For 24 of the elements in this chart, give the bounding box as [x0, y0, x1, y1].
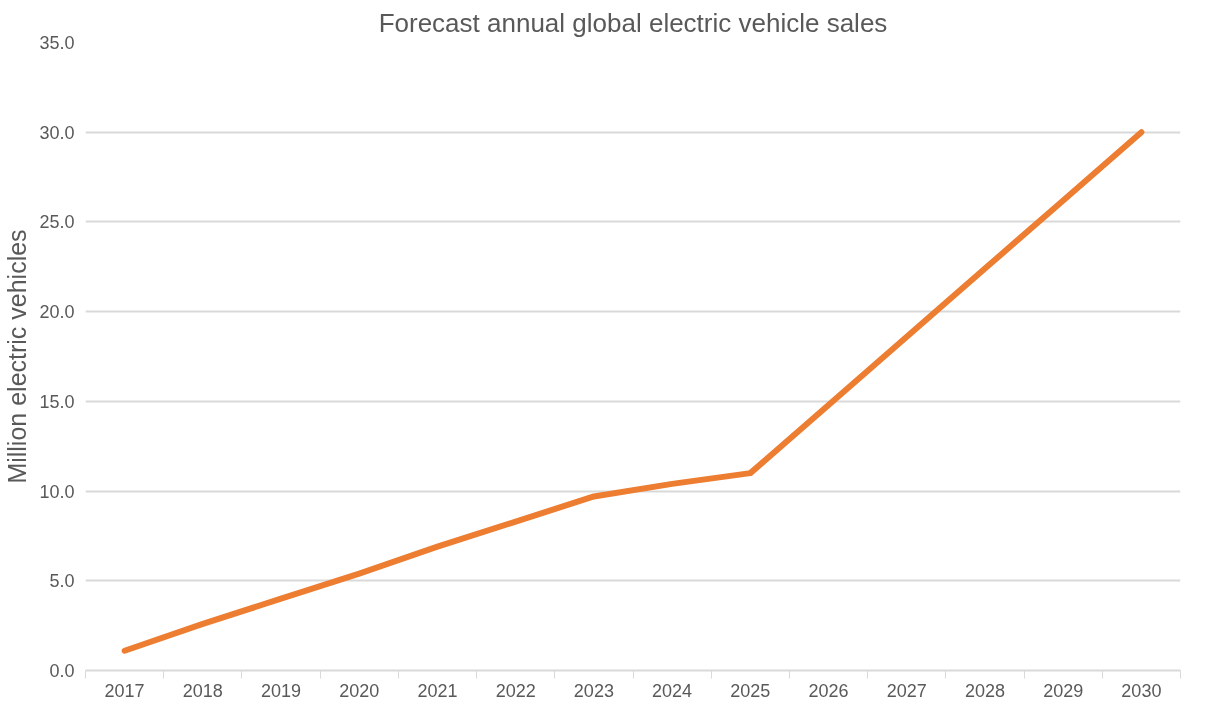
y-tick-label: 5.0 [49, 571, 75, 592]
x-tick-label: 2023 [573, 680, 614, 701]
x-tick-label: 2019 [261, 680, 302, 701]
y-tick-label: 0.0 [49, 661, 75, 681]
x-tick-label: 2021 [417, 680, 458, 701]
x-tick-label: 2017 [104, 680, 145, 701]
x-tick-label: 2024 [652, 680, 693, 701]
x-tick-label: 2030 [1121, 680, 1162, 701]
x-tick-label: 2028 [964, 680, 1005, 701]
y-tick-label: 35.0 [39, 33, 75, 53]
y-axis-title: Million electric vehicles [3, 229, 32, 484]
x-tick-label: 2026 [808, 680, 849, 701]
y-tick-label: 25.0 [39, 212, 75, 233]
x-tick-label: 2018 [182, 680, 223, 701]
x-tick-label: 2029 [1043, 680, 1084, 701]
x-tick-label: 2022 [495, 680, 536, 701]
x-tick-label: 2025 [730, 680, 771, 701]
chart-title: Forecast annual global electric vehicle sales [378, 7, 888, 38]
y-tick-label: 10.0 [39, 481, 75, 502]
y-tick-label: 20.0 [39, 302, 75, 323]
y-tick-label: 30.0 [39, 122, 75, 143]
y-tick-label: 15.0 [39, 391, 75, 412]
x-tick-label: 2027 [886, 680, 927, 701]
x-tick-label: 2020 [339, 680, 380, 701]
